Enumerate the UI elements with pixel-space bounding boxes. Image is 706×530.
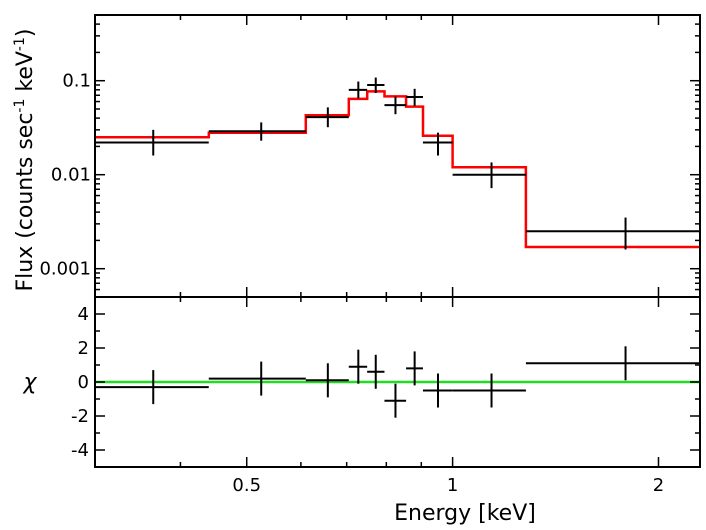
residual-point-3 xyxy=(348,349,368,384)
residual-point-0 xyxy=(95,370,209,405)
bottom-ytick-label: 0 xyxy=(78,372,89,393)
residual-point-1 xyxy=(208,361,306,396)
data-point-7 xyxy=(422,132,453,156)
residual-point-9 xyxy=(525,346,700,381)
data-point-5 xyxy=(384,96,407,115)
top-ytick-label: 0.01 xyxy=(51,165,91,186)
data-point-6 xyxy=(406,88,423,106)
data-point-3 xyxy=(348,81,368,99)
data-point-0 xyxy=(95,129,209,156)
data-point-4 xyxy=(367,77,385,93)
top-ytick-label: 0.1 xyxy=(62,71,91,92)
residual-point-4 xyxy=(367,354,385,389)
bottom-ytick-label: 2 xyxy=(78,338,89,359)
xtick-label: 2 xyxy=(653,475,664,496)
top-panel: 0.1 0.01 0.001 xyxy=(39,14,701,298)
residual-point-7 xyxy=(422,373,453,408)
bottom-ylabel: χ xyxy=(22,370,37,395)
bottom-ytick-label: 4 xyxy=(78,304,89,325)
data-point-1 xyxy=(208,122,306,141)
xtick-label: 0.5 xyxy=(232,475,261,496)
bottom-ytick-label: -2 xyxy=(71,406,89,427)
residual-point-2 xyxy=(305,363,349,398)
bottom-panel: 4 2 0 -2 -4 0.5 1 2 xyxy=(71,15,701,496)
x-axis-label: Energy [keV] xyxy=(394,501,536,526)
xtick-label: 1 xyxy=(447,475,458,496)
data-point-8 xyxy=(452,162,526,189)
data-point-9 xyxy=(525,217,700,250)
bottom-ytick-label: -4 xyxy=(71,440,89,461)
residual-point-8 xyxy=(452,373,526,408)
top-ytick-label: 0.001 xyxy=(39,259,91,280)
residual-point-6 xyxy=(406,351,423,386)
top-ylabel: Flux (counts sec-1 keV-1) xyxy=(12,29,38,292)
data-point-2 xyxy=(305,107,349,128)
residual-point-5 xyxy=(384,383,407,418)
top-panel-frame xyxy=(94,14,701,298)
model-step-line xyxy=(95,90,700,249)
